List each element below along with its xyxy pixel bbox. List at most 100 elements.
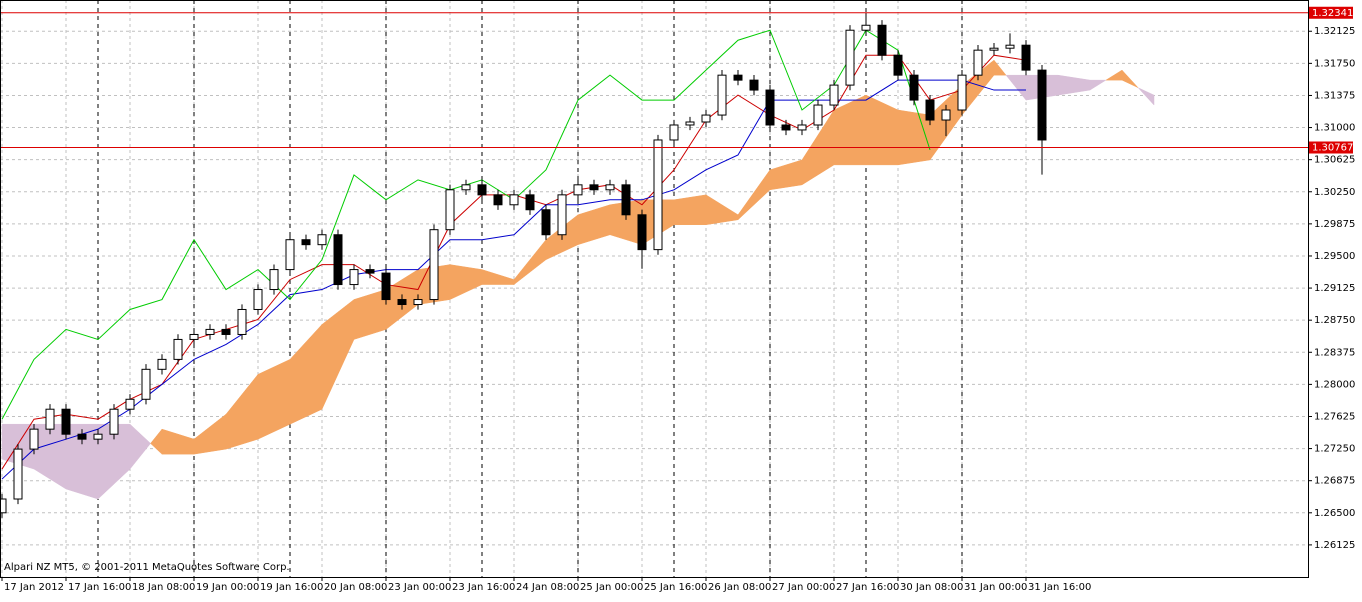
y-tick-label: 1.30625 xyxy=(1314,155,1355,166)
copyright-note: Alpari NZ MT5, © 2001-2011 MetaQuotes So… xyxy=(4,562,290,573)
candle-body xyxy=(589,184,599,191)
x-tick-label: 18 Jan 08:00 xyxy=(132,582,195,593)
candle-body xyxy=(861,24,871,31)
candle-body xyxy=(973,49,983,76)
candle-body xyxy=(957,74,967,111)
price-label: 1.30767 xyxy=(1312,143,1353,154)
cloud-segment xyxy=(1121,69,1139,88)
x-tick-label: 23 Jan 16:00 xyxy=(452,582,515,593)
x-tick-label: 17 Jan 16:00 xyxy=(68,582,131,593)
x-tick-label: 20 Jan 08:00 xyxy=(324,582,387,593)
y-tick-label: 1.32125 xyxy=(1314,26,1355,37)
candle-body xyxy=(893,54,903,76)
x-tick-label: 25 Jan 16:00 xyxy=(644,582,707,593)
price-label-box xyxy=(1309,141,1353,154)
candle-body xyxy=(77,433,87,440)
candle-body xyxy=(989,47,999,51)
candle-body xyxy=(733,74,743,81)
cloud-segment xyxy=(129,423,151,470)
candle-body xyxy=(13,448,23,500)
y-tick-label: 1.29500 xyxy=(1314,251,1355,262)
cloud-segment xyxy=(897,109,931,166)
price-label: 1.32341 xyxy=(1312,8,1353,19)
candle-body xyxy=(413,299,423,306)
candle-body xyxy=(477,184,487,196)
candle-body xyxy=(637,214,647,251)
candle-body xyxy=(525,194,535,211)
candle-body xyxy=(621,184,631,216)
y-tick-label: 1.28375 xyxy=(1314,347,1355,358)
candle-body xyxy=(29,428,39,450)
candle-body xyxy=(829,84,839,106)
candle-body xyxy=(45,408,55,430)
candle-body xyxy=(365,269,375,274)
x-tick-label: 17 Jan 2012 xyxy=(4,582,64,593)
candle-body xyxy=(765,89,775,126)
candle-body xyxy=(109,408,119,435)
cloud-segment xyxy=(993,59,1007,76)
candle-body xyxy=(685,121,695,126)
x-tick-label: 27 Jan 16:00 xyxy=(836,582,899,593)
y-tick-label: 1.30250 xyxy=(1314,187,1355,198)
y-tick-label: 1.31750 xyxy=(1314,58,1355,69)
candle-body xyxy=(157,358,167,370)
candle-body xyxy=(445,189,455,231)
x-tick-label: 31 Jan 00:00 xyxy=(964,582,1027,593)
candle-body xyxy=(141,368,151,400)
x-tick-label: 23 Jan 00:00 xyxy=(388,582,451,593)
candle-body xyxy=(429,229,439,301)
candle-body xyxy=(317,234,327,246)
candle-body xyxy=(653,139,663,251)
candle-body xyxy=(61,408,71,435)
candle-body xyxy=(1005,44,1015,49)
x-tick-label: 31 Jan 16:00 xyxy=(1028,582,1091,593)
indicator-line xyxy=(1,79,1026,480)
candle-body xyxy=(797,124,807,131)
candle-body xyxy=(749,79,759,91)
x-tick-label: 27 Jan 00:00 xyxy=(772,582,835,593)
y-tick-label: 1.26875 xyxy=(1314,476,1355,487)
plot-frame xyxy=(0,0,1309,578)
x-tick-label: 19 Jan 00:00 xyxy=(196,582,259,593)
x-tick-label: 19 Jan 16:00 xyxy=(260,582,323,593)
candle-body xyxy=(909,74,919,101)
candle-body xyxy=(701,114,711,123)
y-tick-label: 1.26125 xyxy=(1314,540,1355,551)
candle-body xyxy=(925,99,935,121)
candle-body xyxy=(397,299,407,306)
candle-body xyxy=(253,289,263,310)
candle-body xyxy=(717,74,727,116)
y-tick-label: 1.28750 xyxy=(1314,315,1355,326)
x-tick-label: 24 Jan 08:00 xyxy=(516,582,579,593)
candle-body xyxy=(381,272,391,301)
candle-body xyxy=(941,109,951,121)
candle-body xyxy=(1021,44,1031,71)
candle-body xyxy=(0,498,7,514)
candle-body xyxy=(189,333,199,340)
candle-body xyxy=(333,234,343,286)
candle-body xyxy=(605,184,615,191)
candle-body xyxy=(781,124,791,131)
candle-body xyxy=(493,194,503,206)
cloud-segment xyxy=(673,194,707,225)
x-tick-label: 30 Jan 08:00 xyxy=(900,582,963,593)
cloud-segment xyxy=(1089,79,1107,91)
candle-body xyxy=(557,194,567,236)
y-tick-label: 1.27625 xyxy=(1314,411,1355,422)
y-tick-label: 1.26500 xyxy=(1314,508,1355,519)
y-tick-label: 1.29875 xyxy=(1314,219,1355,230)
price-label-box xyxy=(1309,6,1353,19)
y-tick-label: 1.31375 xyxy=(1314,90,1355,101)
candle-body xyxy=(877,24,887,56)
candle-body xyxy=(509,194,519,206)
y-tick-label: 1.31000 xyxy=(1314,123,1355,134)
candle-body xyxy=(125,398,135,410)
candle-body xyxy=(349,269,359,286)
candle-body xyxy=(461,184,471,191)
cloud-segment xyxy=(1137,87,1155,106)
x-tick-label: 26 Jan 08:00 xyxy=(708,582,771,593)
candle-body xyxy=(813,104,823,126)
